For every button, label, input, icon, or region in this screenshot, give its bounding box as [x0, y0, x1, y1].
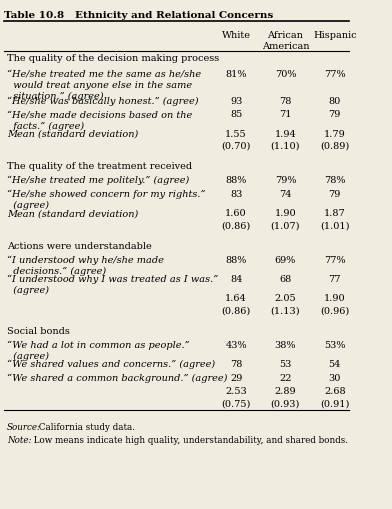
Text: (0.96): (0.96)	[320, 306, 349, 316]
Text: 1.94: 1.94	[274, 130, 296, 139]
Text: California study data.: California study data.	[36, 423, 135, 432]
Text: 93: 93	[230, 97, 242, 106]
Text: (0.86): (0.86)	[221, 306, 251, 316]
Text: African
American: African American	[262, 31, 309, 50]
Text: 77%: 77%	[324, 256, 346, 265]
Text: 43%: 43%	[225, 341, 247, 350]
Text: 22: 22	[279, 374, 292, 383]
Text: 83: 83	[230, 190, 242, 199]
Text: 77: 77	[328, 275, 341, 284]
Text: 74: 74	[279, 190, 292, 199]
Text: 85: 85	[230, 110, 242, 120]
Text: 2.89: 2.89	[275, 387, 296, 397]
Text: The quality of the treatment received: The quality of the treatment received	[7, 162, 192, 172]
Text: 71: 71	[279, 110, 292, 120]
Text: (0.93): (0.93)	[271, 400, 300, 409]
Text: 53: 53	[279, 360, 292, 369]
Text: 79%: 79%	[275, 176, 296, 185]
Text: 1.90: 1.90	[275, 209, 296, 218]
Text: White: White	[221, 31, 250, 40]
Text: 84: 84	[230, 275, 242, 284]
Text: 2.53: 2.53	[225, 387, 247, 397]
Text: Actions were understandable: Actions were understandable	[7, 242, 152, 251]
Text: “He/she made decisions based on the
  facts.” (agree): “He/she made decisions based on the fact…	[7, 110, 192, 131]
Text: Mean (standard deviation): Mean (standard deviation)	[7, 130, 138, 139]
Text: 1.55: 1.55	[225, 130, 247, 139]
Text: 1.79: 1.79	[324, 130, 346, 139]
Text: “We had a lot in common as people.”
  (agree): “We had a lot in common as people.” (agr…	[7, 341, 190, 361]
Text: Table 10.8   Ethnicity and Relational Concerns: Table 10.8 Ethnicity and Relational Conc…	[4, 11, 273, 20]
Text: (0.75): (0.75)	[221, 400, 251, 409]
Text: (0.91): (0.91)	[320, 400, 349, 409]
Text: (0.86): (0.86)	[221, 221, 251, 231]
Text: 69%: 69%	[275, 256, 296, 265]
Text: (1.13): (1.13)	[270, 306, 300, 316]
Text: Mean (standard deviation): Mean (standard deviation)	[7, 209, 138, 218]
Text: 2.05: 2.05	[275, 294, 296, 303]
Text: 78: 78	[279, 97, 292, 106]
Text: 1.60: 1.60	[225, 209, 247, 218]
Text: 1.64: 1.64	[225, 294, 247, 303]
Text: 30: 30	[328, 374, 341, 383]
Text: (0.70): (0.70)	[221, 142, 251, 151]
Text: 1.87: 1.87	[324, 209, 346, 218]
Text: (0.89): (0.89)	[320, 142, 349, 151]
Text: 88%: 88%	[225, 176, 247, 185]
Text: 68: 68	[279, 275, 292, 284]
Text: 80: 80	[328, 97, 341, 106]
Text: (1.01): (1.01)	[320, 221, 350, 231]
Text: (1.07): (1.07)	[270, 221, 300, 231]
Text: (1.10): (1.10)	[270, 142, 300, 151]
Text: Hispanic: Hispanic	[313, 31, 357, 40]
Text: 78: 78	[230, 360, 242, 369]
Text: 78%: 78%	[324, 176, 345, 185]
Text: The quality of the decision making process: The quality of the decision making proce…	[7, 54, 219, 64]
Text: 29: 29	[230, 374, 242, 383]
Text: 79: 79	[328, 190, 341, 199]
Text: Source:: Source:	[7, 423, 41, 432]
Text: Social bonds: Social bonds	[7, 327, 70, 336]
Text: 1.90: 1.90	[324, 294, 346, 303]
Text: “We shared values and concerns.” (agree): “We shared values and concerns.” (agree)	[7, 360, 215, 369]
Text: “He/she showed concern for my rights.”
  (agree): “He/she showed concern for my rights.” (…	[7, 190, 205, 210]
Text: 88%: 88%	[225, 256, 247, 265]
Text: Low means indicate high quality, understandability, and shared bonds.: Low means indicate high quality, underst…	[31, 436, 348, 445]
Text: “He/she treated me the same as he/she
  would treat anyone else in the same
  si: “He/she treated me the same as he/she wo…	[7, 70, 201, 101]
Text: 54: 54	[328, 360, 341, 369]
Text: 53%: 53%	[324, 341, 345, 350]
Text: “I understood why he/she made
  decisions.” (agree): “I understood why he/she made decisions.…	[7, 256, 164, 276]
Text: 2.68: 2.68	[324, 387, 346, 397]
Text: 77%: 77%	[324, 70, 346, 79]
Text: “He/she treated me politely.” (agree): “He/she treated me politely.” (agree)	[7, 176, 189, 185]
Text: “He/she was basically honest.” (agree): “He/she was basically honest.” (agree)	[7, 97, 198, 106]
Text: 38%: 38%	[275, 341, 296, 350]
Text: 81%: 81%	[225, 70, 247, 79]
Text: Note:: Note:	[7, 436, 31, 445]
Text: 70%: 70%	[275, 70, 296, 79]
Text: 79: 79	[328, 110, 341, 120]
Text: “I understood why I was treated as I was.”
  (agree): “I understood why I was treated as I was…	[7, 275, 218, 295]
Text: “We shared a common background.” (agree): “We shared a common background.” (agree)	[7, 374, 227, 383]
